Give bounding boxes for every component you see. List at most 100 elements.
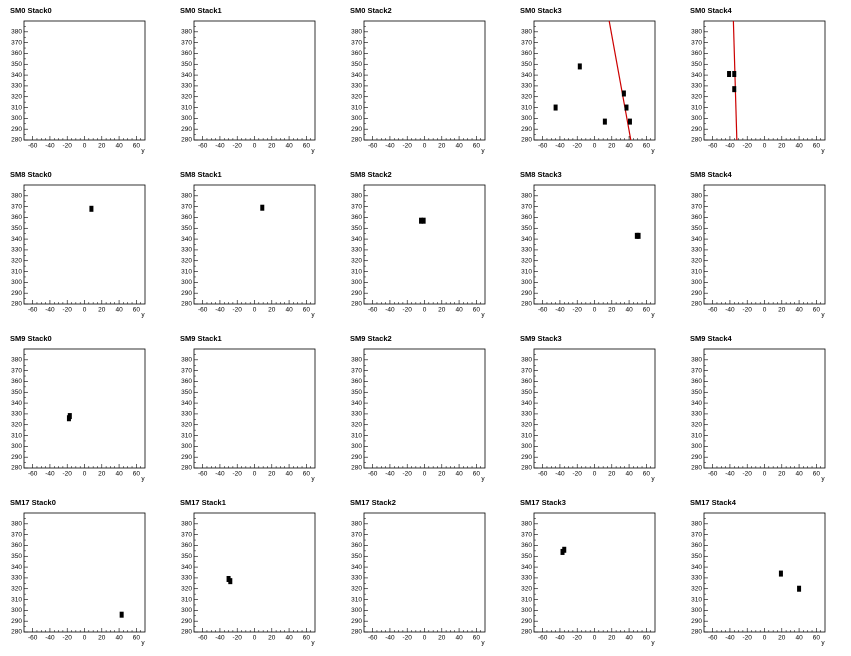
y-tick-label: 320 — [181, 257, 192, 264]
plot-frame — [23, 184, 146, 305]
y-tick-label: 340 — [521, 72, 532, 79]
y-tick-label: 370 — [351, 203, 362, 210]
y-tick-label: 290 — [521, 290, 532, 297]
hit — [260, 204, 265, 211]
x-tick-label: 40 — [285, 143, 293, 150]
x-tick-label: 40 — [115, 143, 123, 150]
y-tick-label: 320 — [691, 257, 702, 264]
x-tick-label: 20 — [438, 635, 446, 642]
panel: SM8 Stack3 280 290 300 310 320 330 340 350 360 370… — [520, 170, 656, 319]
y-tick-label: 320 — [521, 585, 532, 592]
panel: SM0 Stack1 280 290 300 310 320 330 340 350 360 370… — [180, 6, 316, 155]
y-tick-label: 340 — [181, 236, 192, 243]
y-tick-label: 330 — [11, 575, 22, 582]
y-tick-label: 370 — [521, 39, 532, 46]
y-tick-label: 350 — [351, 225, 362, 232]
x-tick-label: -60 — [198, 635, 208, 642]
x-tick-label: 60 — [133, 307, 141, 314]
x-axis-label: y — [141, 640, 145, 647]
x-tick-label: 40 — [285, 471, 293, 478]
y-tick-label: 370 — [11, 39, 22, 46]
y-tick-label: 380 — [691, 193, 702, 200]
x-axis-label: y — [481, 312, 485, 319]
y-tick-label: 280 — [181, 465, 192, 472]
x-tick-label: -20 — [233, 635, 243, 642]
x-tick-label: 60 — [813, 307, 821, 314]
y-tick-label: 320 — [691, 585, 702, 592]
hit — [553, 104, 558, 111]
y-tick-label: 350 — [521, 553, 532, 560]
panel-title: SM8 Stack4 — [690, 170, 733, 179]
x-tick-label: -40 — [385, 143, 395, 150]
y-tick-label: 370 — [181, 531, 192, 538]
y-tick-label: 370 — [11, 367, 22, 374]
plot-frame — [23, 20, 146, 141]
y-tick-label: 320 — [181, 585, 192, 592]
y-tick-label: 310 — [181, 432, 192, 439]
y-tick-label: 370 — [521, 367, 532, 374]
y-tick-label: 330 — [181, 247, 192, 254]
y-tick-label: 350 — [691, 389, 702, 396]
x-tick-label: 40 — [625, 471, 633, 478]
y-tick-label: 310 — [11, 104, 22, 111]
x-tick-label: -60 — [708, 635, 718, 642]
y-tick-label: 320 — [521, 421, 532, 428]
x-tick-label: -40 — [215, 635, 225, 642]
x-tick-label: -60 — [538, 471, 548, 478]
hit — [636, 232, 641, 239]
x-tick-label: -60 — [198, 143, 208, 150]
y-tick-label: 380 — [11, 357, 22, 364]
panel: SM8 Stack1 280 290 300 310 320 330 340 350 360 370… — [180, 170, 316, 319]
y-tick-label: 280 — [351, 465, 362, 472]
fit-line — [608, 20, 632, 141]
panel: SM9 Stack2 280 290 300 310 320 330 340 350 360 370… — [350, 334, 486, 483]
y-tick-label: 280 — [691, 629, 702, 636]
x-tick-label: -20 — [743, 471, 753, 478]
hit — [624, 104, 629, 111]
x-tick-label: 0 — [253, 635, 257, 642]
x-tick-label: 0 — [253, 307, 257, 314]
panel-title: SM8 Stack3 — [520, 170, 562, 179]
x-tick-label: 60 — [473, 635, 481, 642]
y-tick-label: 360 — [691, 542, 702, 549]
hit — [797, 585, 802, 592]
panel: SM9 Stack0 280 290 300 310 320 330 340 350 360 370… — [10, 334, 146, 483]
x-tick-label: 20 — [608, 635, 616, 642]
x-tick-label: -40 — [385, 307, 395, 314]
y-tick-label: 380 — [351, 357, 362, 364]
y-tick-label: 350 — [351, 61, 362, 68]
x-tick-label: 60 — [303, 635, 311, 642]
y-tick-label: 380 — [181, 357, 192, 364]
panel: SM0 Stack4 280 290 300 310 320 330 340 350 360 370… — [690, 6, 826, 155]
x-tick-label: 40 — [795, 471, 803, 478]
y-tick-label: 340 — [351, 564, 362, 571]
plot-frame — [193, 512, 316, 633]
hit — [732, 86, 737, 93]
y-tick-label: 300 — [351, 443, 362, 450]
y-tick-label: 300 — [351, 279, 362, 286]
x-axis-label: y — [651, 148, 655, 155]
plot-frame — [363, 20, 486, 141]
y-tick-label: 310 — [521, 268, 532, 275]
panel-title: SM17 Stack2 — [350, 498, 396, 507]
y-tick-label: 310 — [691, 268, 702, 275]
x-tick-label: -40 — [385, 471, 395, 478]
y-tick-label: 340 — [181, 72, 192, 79]
x-tick-label: 40 — [455, 635, 463, 642]
x-tick-label: -40 — [555, 307, 565, 314]
y-tick-label: 360 — [11, 214, 22, 221]
x-tick-label: 60 — [643, 635, 651, 642]
panel: SM0 Stack0 280 290 300 310 320 330 340 350 360 370… — [10, 6, 146, 155]
x-tick-label: -40 — [45, 307, 55, 314]
x-tick-label: -40 — [725, 143, 735, 150]
x-tick-label: 40 — [795, 635, 803, 642]
x-tick-label: 40 — [115, 307, 123, 314]
y-tick-label: 350 — [11, 389, 22, 396]
x-tick-label: -40 — [725, 635, 735, 642]
x-tick-label: 60 — [473, 471, 481, 478]
y-tick-label: 280 — [181, 301, 192, 308]
hit — [621, 90, 626, 97]
x-tick-label: 0 — [593, 635, 597, 642]
hit — [228, 578, 233, 585]
x-axis-label: y — [651, 640, 655, 647]
